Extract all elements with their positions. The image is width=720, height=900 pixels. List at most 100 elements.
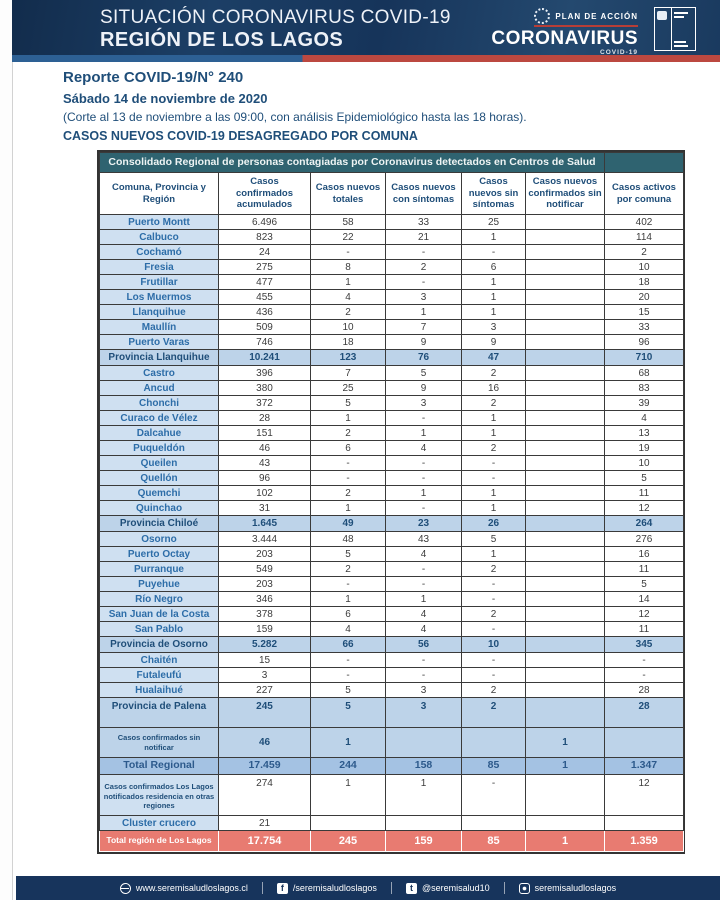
row-value: 378: [218, 606, 311, 622]
row-value: 436: [218, 304, 311, 320]
row-value: 7: [385, 319, 462, 335]
row-value: 114: [604, 229, 684, 245]
facebook-icon: f: [276, 882, 288, 894]
row-value: 11: [604, 561, 684, 577]
table-row: Casos confirmados Los Lagos notificados …: [99, 774, 684, 816]
row-value: [525, 274, 605, 290]
row-value: [461, 727, 526, 758]
row-value: [461, 815, 526, 831]
row-value: 6: [310, 606, 386, 622]
row-label: Puerto Montt: [99, 214, 219, 230]
footer-link-instagram[interactable]: seremisaludloslagos: [518, 882, 616, 894]
row-value: 1: [461, 410, 526, 426]
row-value: 2: [461, 682, 526, 698]
row-value: 3: [461, 319, 526, 335]
row-value: 6: [310, 440, 386, 456]
row-label: Quinchao: [99, 500, 219, 516]
row-label: Llanquihue: [99, 304, 219, 320]
row-value: [525, 289, 605, 305]
table-row: Provincia de Palena 245 5 3 2 28: [99, 697, 684, 728]
row-label: Osorno: [99, 531, 219, 547]
footer-link-text: www.seremisaludloslagos.cl: [135, 883, 248, 893]
table-row: Hualaihué 227 5 3 2 28: [99, 682, 684, 698]
row-value: 1: [461, 274, 526, 290]
row-value: 1: [461, 485, 526, 501]
footer-link-facebook[interactable]: f/seremisaludloslagos: [276, 882, 377, 894]
row-value: 3: [385, 682, 462, 698]
row-value: [525, 515, 605, 532]
row-value: 5: [310, 395, 386, 411]
row-value: 3: [385, 697, 462, 728]
column-header-confirmados-acumulados: Casos confirmados acumulados: [218, 172, 311, 215]
footer-link-text: /seremisaludloslagos: [292, 883, 377, 893]
row-value: 1: [385, 774, 462, 816]
page-edge: [0, 0, 13, 900]
table-row: Ancud 380 25 9 16 83: [99, 380, 684, 396]
row-value: 2: [461, 697, 526, 728]
row-value: 372: [218, 395, 311, 411]
row-value: [525, 380, 605, 396]
row-value: 6: [461, 259, 526, 275]
table-row: Total región de Los Lagos 17.754 245 159 85 1…: [99, 830, 684, 852]
plan-sub: COVID-19: [600, 48, 638, 56]
table-row: Osorno 3.444 48 43 5 276: [99, 531, 684, 547]
row-value: 28: [218, 410, 311, 426]
header-banner: SITUACIÓN CORONAVIRUS COVID-19 REGIÓN DE…: [12, 0, 720, 56]
row-label: Queilen: [99, 455, 219, 471]
row-label: Ancud: [99, 380, 219, 396]
row-value: 15: [218, 652, 311, 668]
table-row: Quellón 96- - -5: [99, 470, 684, 486]
row-value: 2: [461, 440, 526, 456]
row-value: 33: [604, 319, 684, 335]
row-value: [525, 546, 605, 562]
row-value: [525, 334, 605, 350]
row-value: -: [385, 244, 462, 260]
row-value: 25: [461, 214, 526, 230]
row-value: [525, 774, 605, 816]
table-row: Queilen 43- - -10: [99, 455, 684, 471]
table-row: Provincia Llanquihue 10.241 123 76 47 710: [99, 349, 684, 366]
row-value: 66: [310, 636, 386, 653]
row-value: [310, 815, 386, 831]
report-title: Reporte COVID-19/N° 240: [63, 69, 244, 86]
footer-separator: [503, 882, 505, 894]
table-row: Chaitén 15- - - -: [99, 652, 684, 668]
row-value: 1: [461, 500, 526, 516]
row-value: [525, 500, 605, 516]
row-value: [525, 485, 605, 501]
row-value: -: [385, 470, 462, 486]
table-row: Quemchi 102 2 1 1 11: [99, 485, 684, 501]
row-value: 4: [310, 289, 386, 305]
row-value: 276: [604, 531, 684, 547]
row-value: 1: [461, 304, 526, 320]
row-value: 9: [385, 334, 462, 350]
row-value: 549: [218, 561, 311, 577]
row-value: -: [310, 455, 386, 471]
row-value: 345: [604, 636, 684, 653]
row-value: [385, 815, 462, 831]
row-value: 396: [218, 365, 311, 381]
row-value: -: [461, 652, 526, 668]
row-value: 13: [604, 425, 684, 441]
row-value: 12: [604, 500, 684, 516]
row-value: -: [385, 561, 462, 577]
gov-logo-text: [672, 8, 695, 50]
row-value: 1: [310, 410, 386, 426]
row-label: Provincia de Palena: [99, 697, 219, 728]
row-value: [525, 667, 605, 683]
row-value: [525, 319, 605, 335]
row-value: 85: [461, 757, 526, 775]
table-row: Futaleufú 3- - - -: [99, 667, 684, 683]
row-value: 14: [604, 591, 684, 607]
footer-link-web[interactable]: www.seremisaludloslagos.cl: [119, 882, 248, 894]
row-value: 1: [310, 274, 386, 290]
row-value: 227: [218, 682, 311, 698]
row-value: 18: [604, 274, 684, 290]
table-row: Provincia de Osorno 5.282 66 56 10 345: [99, 636, 684, 653]
row-value: [525, 606, 605, 622]
row-value: 25: [310, 380, 386, 396]
row-value: 16: [461, 380, 526, 396]
row-value: [525, 576, 605, 592]
footer-link-twitter[interactable]: t @seremisalud10: [405, 882, 490, 894]
footer-separator: [261, 882, 263, 894]
